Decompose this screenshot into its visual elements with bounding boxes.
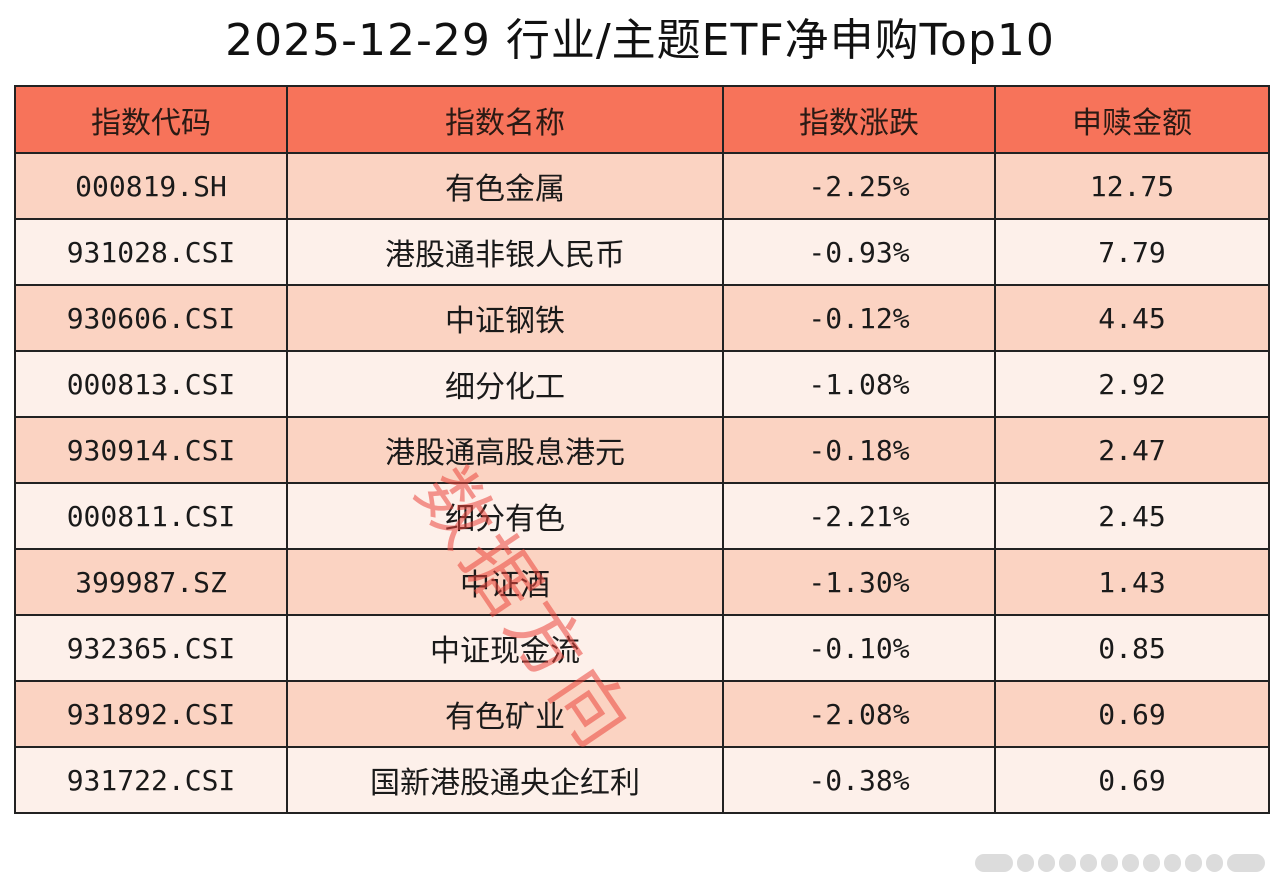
table-row: 931892.CSI 有色矿业 -2.08% 0.69: [14, 680, 1270, 748]
cell-index-change: -0.18%: [722, 416, 996, 484]
table-row: 930914.CSI 港股通高股息港元 -0.18% 2.47: [14, 416, 1270, 484]
cell-net-amount: 4.45: [994, 284, 1270, 352]
header-net-amount: 申赎金额: [994, 85, 1270, 154]
cell-net-amount: 2.92: [994, 350, 1270, 418]
cell-index-name: 有色矿业: [286, 680, 724, 748]
cell-index-code: 931892.CSI: [14, 680, 288, 748]
table-row: 931722.CSI 国新港股通央企红利 -0.38% 0.69: [14, 746, 1270, 814]
cell-index-code: 931722.CSI: [14, 746, 288, 814]
cell-index-code: 931028.CSI: [14, 218, 288, 286]
cell-index-code: 000819.SH: [14, 152, 288, 220]
cell-index-code: 930606.CSI: [14, 284, 288, 352]
cell-index-name: 中证酒: [286, 548, 724, 616]
table-header-row: 指数代码 指数名称 指数涨跌 申赎金额: [14, 85, 1270, 154]
blurred-signature-mark: [975, 852, 1265, 874]
cell-index-change: -0.10%: [722, 614, 996, 682]
cell-index-change: -2.21%: [722, 482, 996, 550]
cell-net-amount: 7.79: [994, 218, 1270, 286]
table-row: 930606.CSI 中证钢铁 -0.12% 4.45: [14, 284, 1270, 352]
header-index-name: 指数名称: [286, 85, 724, 154]
cell-index-code: 000811.CSI: [14, 482, 288, 550]
cell-index-name: 有色金属: [286, 152, 724, 220]
cell-index-code: 930914.CSI: [14, 416, 288, 484]
cell-net-amount: 1.43: [994, 548, 1270, 616]
cell-index-name: 细分有色: [286, 482, 724, 550]
header-index-change: 指数涨跌: [722, 85, 996, 154]
cell-index-change: -1.08%: [722, 350, 996, 418]
etf-table: 指数代码 指数名称 指数涨跌 申赎金额 000819.SH 有色金属 -2.25…: [14, 85, 1270, 814]
cell-index-name: 中证钢铁: [286, 284, 724, 352]
cell-index-change: -0.38%: [722, 746, 996, 814]
cell-net-amount: 0.69: [994, 680, 1270, 748]
table-row: 000813.CSI 细分化工 -1.08% 2.92: [14, 350, 1270, 418]
cell-index-name: 港股通高股息港元: [286, 416, 724, 484]
page-title: 2025-12-29 行业/主题ETF净申购Top10: [225, 15, 1055, 66]
cell-net-amount: 0.69: [994, 746, 1270, 814]
cell-index-code: 399987.SZ: [14, 548, 288, 616]
cell-net-amount: 0.85: [994, 614, 1270, 682]
cell-index-code: 932365.CSI: [14, 614, 288, 682]
table-row: 931028.CSI 港股通非银人民币 -0.93% 7.79: [14, 218, 1270, 286]
cell-index-name: 中证现金流: [286, 614, 724, 682]
table-row: 932365.CSI 中证现金流 -0.10% 0.85: [14, 614, 1270, 682]
cell-index-change: -0.93%: [722, 218, 996, 286]
cell-index-code: 000813.CSI: [14, 350, 288, 418]
cell-index-change: -2.25%: [722, 152, 996, 220]
cell-net-amount: 12.75: [994, 152, 1270, 220]
cell-index-name: 国新港股通央企红利: [286, 746, 724, 814]
table-row: 399987.SZ 中证酒 -1.30% 1.43: [14, 548, 1270, 616]
cell-net-amount: 2.45: [994, 482, 1270, 550]
cell-index-name: 港股通非银人民币: [286, 218, 724, 286]
table-row: 000811.CSI 细分有色 -2.21% 2.45: [14, 482, 1270, 550]
cell-index-change: -0.12%: [722, 284, 996, 352]
cell-index-name: 细分化工: [286, 350, 724, 418]
header-index-code: 指数代码: [14, 85, 288, 154]
table-row: 000819.SH 有色金属 -2.25% 12.75: [14, 152, 1270, 220]
cell-net-amount: 2.47: [994, 416, 1270, 484]
cell-index-change: -1.30%: [722, 548, 996, 616]
cell-index-change: -2.08%: [722, 680, 996, 748]
